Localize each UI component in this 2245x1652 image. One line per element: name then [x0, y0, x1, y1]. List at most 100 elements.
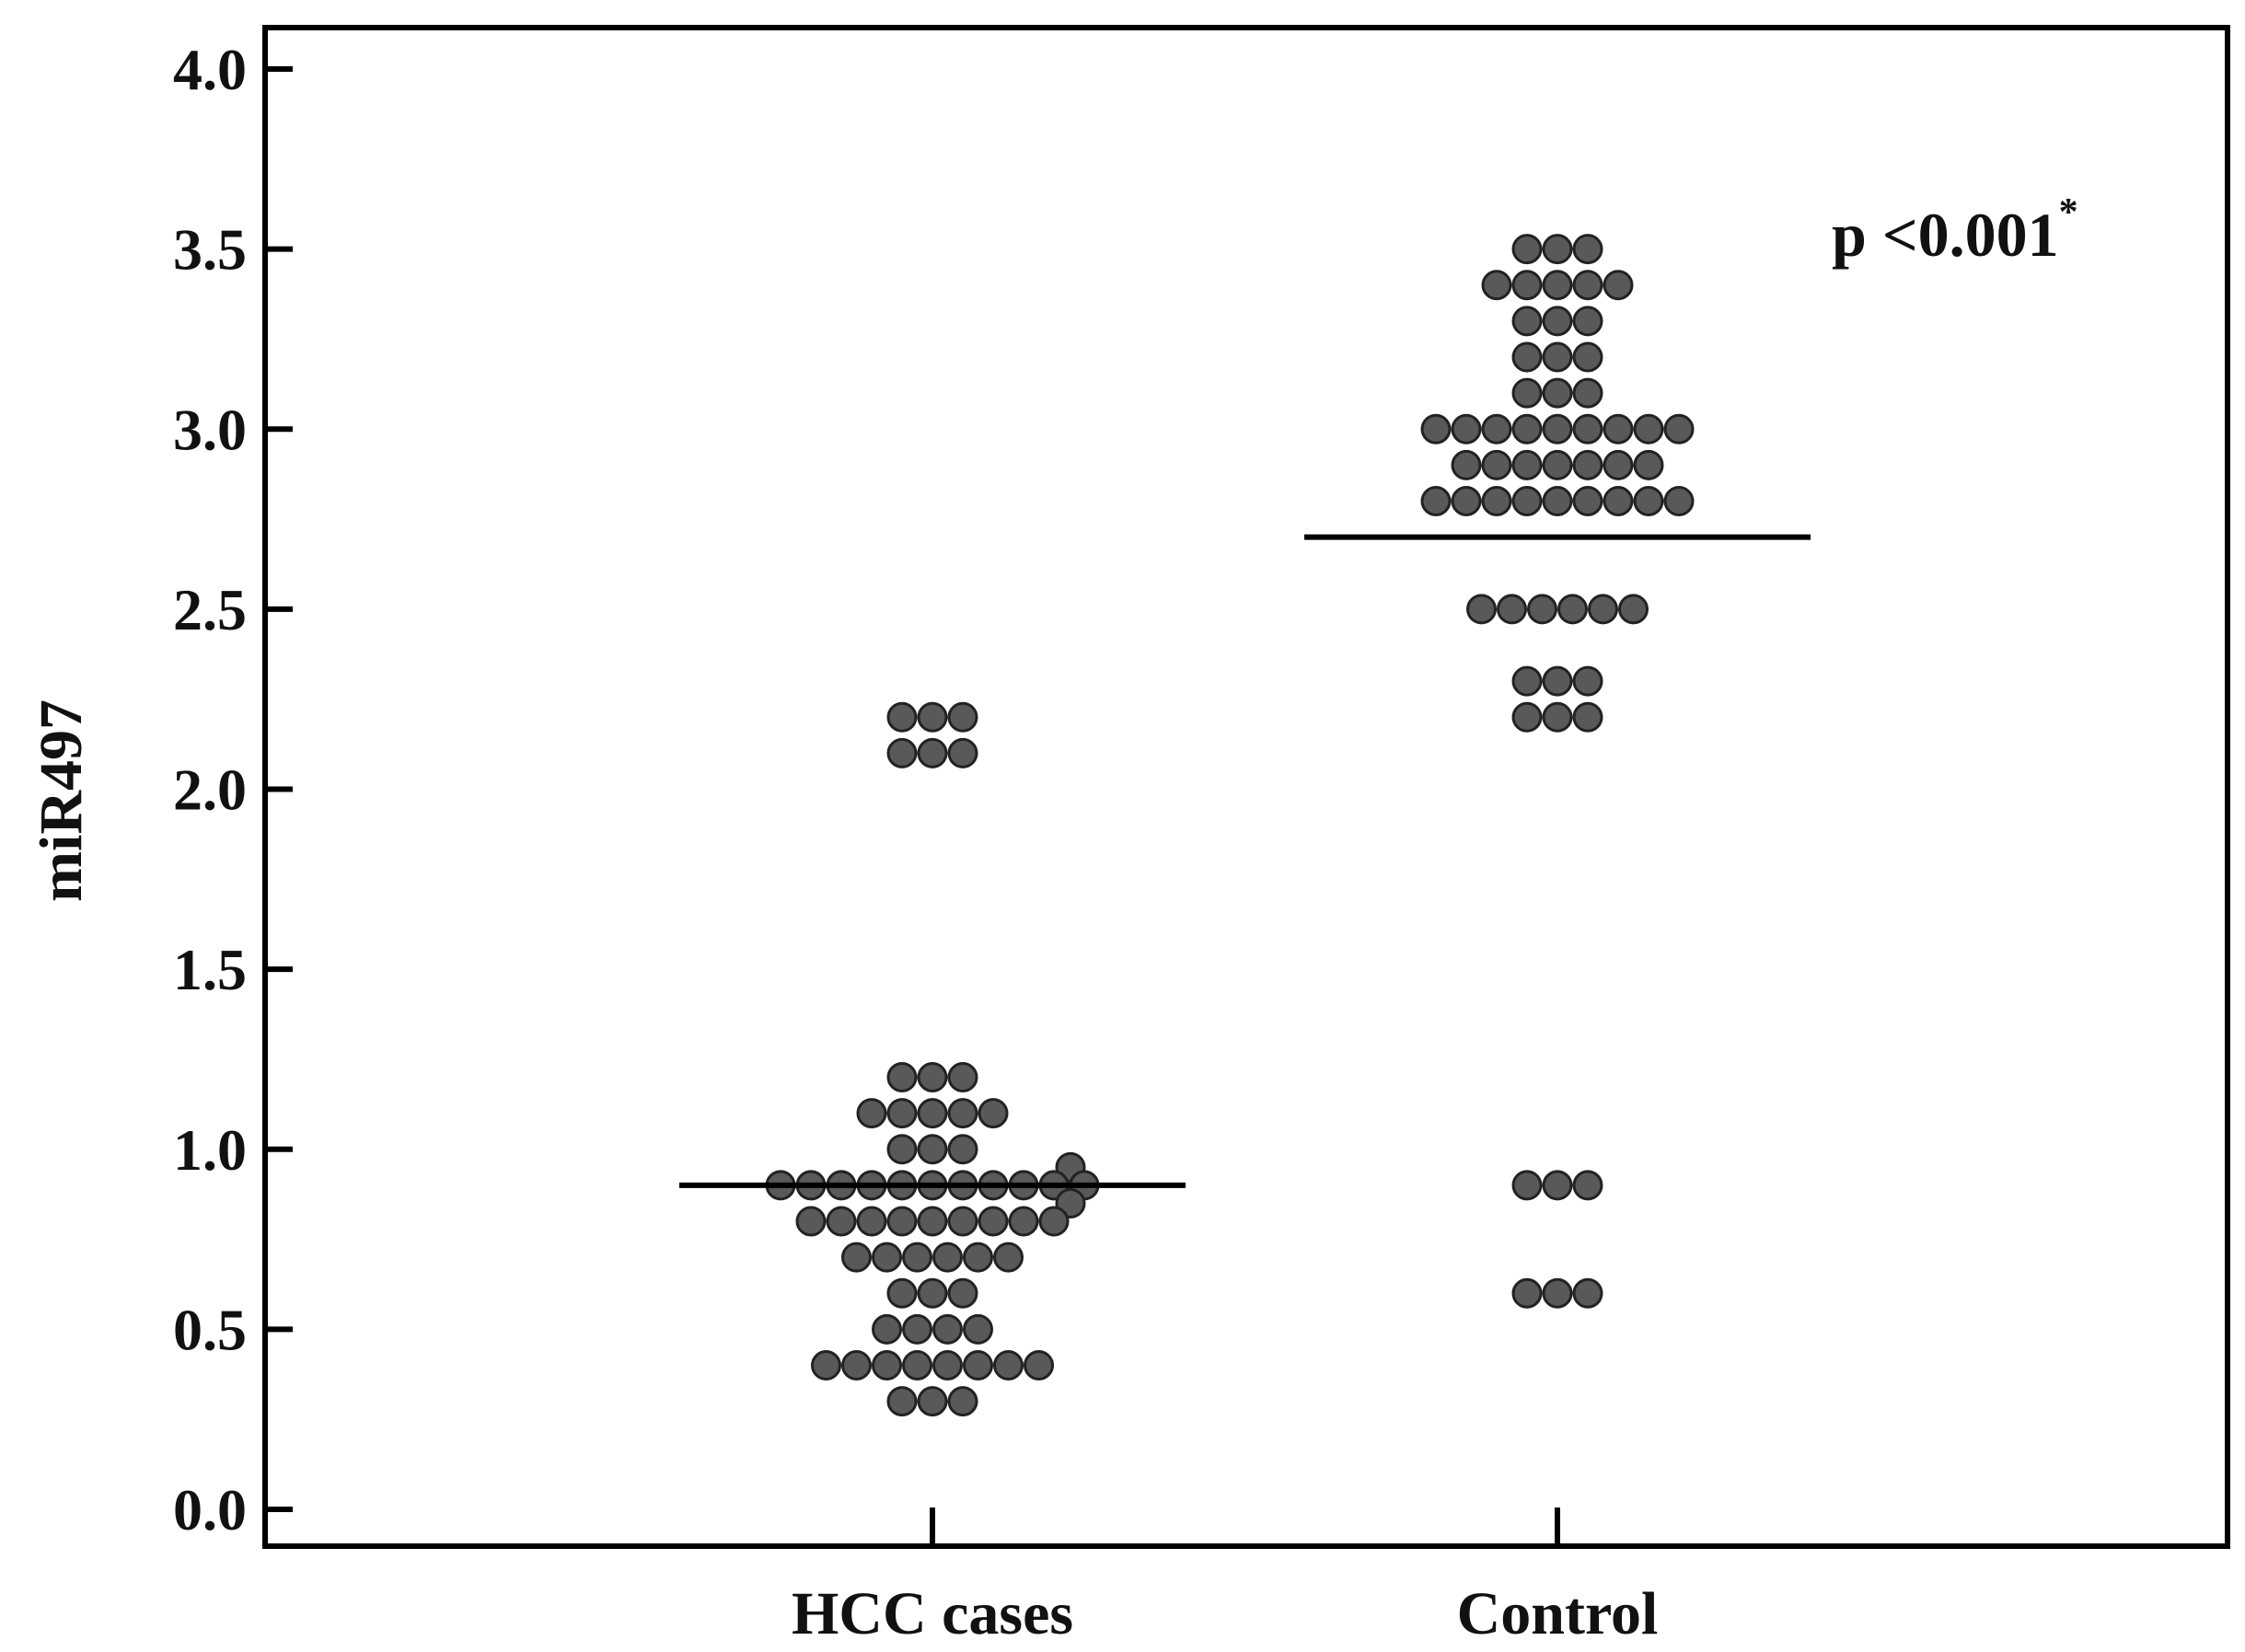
data-point [1557, 594, 1588, 625]
data-point [1572, 449, 1603, 480]
data-point [1481, 486, 1512, 516]
data-point [917, 737, 948, 768]
data-point [963, 1242, 993, 1273]
data-point [1588, 594, 1618, 625]
data-point [1451, 413, 1482, 445]
data-point [1511, 413, 1543, 445]
data-point [1008, 1206, 1039, 1237]
data-point [963, 1313, 993, 1345]
data-point [1542, 665, 1573, 697]
x-category-label: Control [1457, 1580, 1659, 1647]
data-point [1511, 234, 1543, 265]
data-point [856, 1206, 887, 1237]
data-point [1511, 270, 1543, 301]
data-point [886, 701, 918, 733]
data-point [1481, 449, 1512, 480]
data-point [1511, 486, 1543, 516]
data-point [917, 1134, 948, 1165]
data-point [1603, 486, 1634, 516]
p-value-annotation: p <0.001* [1832, 191, 2078, 270]
data-point [1572, 306, 1603, 337]
data-point [978, 1098, 1009, 1129]
data-point [841, 1242, 872, 1273]
data-point [917, 701, 948, 733]
data-point [1572, 1277, 1603, 1309]
data-point [1542, 270, 1573, 301]
data-point [811, 1350, 841, 1381]
data-point [1572, 270, 1603, 301]
data-point [1542, 377, 1573, 409]
data-point [1511, 377, 1543, 409]
data-point [1466, 594, 1497, 625]
data-point [947, 1206, 978, 1237]
data-point [1572, 413, 1603, 445]
data-point [1572, 701, 1603, 733]
data-point [1542, 486, 1573, 516]
data-point [917, 1277, 948, 1309]
data-point [947, 701, 978, 733]
data-point [1024, 1350, 1054, 1381]
y-tick-label: 3.5 [173, 217, 247, 283]
p-value-superscript: * [2059, 191, 2078, 234]
y-axis-title: miR497 [28, 699, 95, 902]
data-point [1633, 413, 1664, 445]
data-point [1633, 449, 1664, 480]
y-tick-label: 3.0 [173, 397, 247, 462]
data-point [963, 1350, 993, 1381]
data-point [1618, 594, 1649, 625]
data-point [978, 1206, 1009, 1237]
data-point [1451, 449, 1482, 480]
data-point [947, 1386, 978, 1417]
data-point [1542, 306, 1573, 337]
data-point [1420, 486, 1452, 516]
data-point [1451, 486, 1482, 516]
data-point [1542, 234, 1573, 265]
data-point [1527, 594, 1557, 625]
data-point [947, 1098, 978, 1129]
data-point [1572, 486, 1603, 516]
data-point [1542, 701, 1573, 733]
data-point [856, 1098, 887, 1129]
data-point [1481, 413, 1512, 445]
data-point [1511, 701, 1543, 733]
data-point [1572, 341, 1603, 373]
data-point [1542, 341, 1573, 373]
data-point [947, 1277, 978, 1309]
data-point [826, 1206, 857, 1237]
data-point [886, 1386, 918, 1417]
data-point [1663, 486, 1695, 516]
data-point [947, 737, 978, 768]
data-point [1497, 594, 1527, 625]
y-tick-label: 2.0 [173, 757, 247, 823]
data-point [947, 1062, 978, 1092]
data-point [1572, 234, 1603, 265]
p-value-text: p <0.001 [1832, 200, 2059, 270]
data-point [1542, 449, 1573, 480]
y-tick-label: 1.0 [173, 1117, 247, 1183]
data-point [917, 1386, 948, 1417]
y-tick-label: 4.0 [173, 37, 247, 102]
data-point [1572, 1170, 1603, 1201]
x-category-label: HCC cases [792, 1580, 1073, 1647]
data-point [1603, 449, 1634, 480]
data-point [902, 1242, 932, 1273]
y-axis: 0.0 0.5 1.0 1.5 2.0 2.5 3.0 3.5 4.0 [173, 37, 293, 1542]
data-point [917, 1206, 948, 1237]
data-point [932, 1242, 963, 1273]
y-tick-label: 0.0 [173, 1477, 247, 1542]
data-point [841, 1350, 872, 1381]
data-point [1633, 486, 1664, 516]
data-point [917, 1098, 948, 1129]
data-point [1542, 1277, 1573, 1309]
data-point [1511, 1170, 1543, 1201]
data-point [932, 1313, 963, 1345]
data-point [1663, 413, 1695, 445]
data-point [795, 1206, 827, 1237]
data-point [1511, 665, 1543, 697]
y-tick-label: 0.5 [173, 1297, 247, 1362]
data-point [1542, 413, 1573, 445]
data-point [1038, 1206, 1070, 1237]
data-point [1511, 306, 1543, 337]
data-point [872, 1313, 902, 1345]
